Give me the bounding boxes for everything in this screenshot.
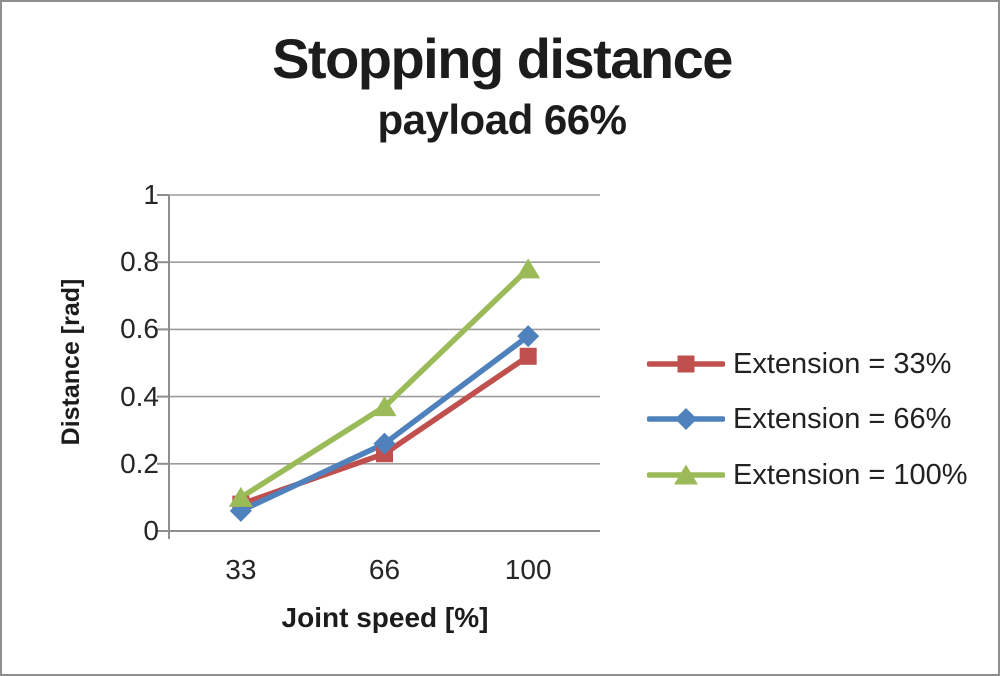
legend-item-extension-33: Extension = 33%	[647, 346, 951, 382]
y-axis-title: Distance [rad]	[57, 278, 85, 446]
data-point-series-2	[372, 396, 397, 417]
legend-marker	[675, 408, 697, 430]
legend-item-extension-100: Extension = 100%	[647, 457, 968, 493]
y-tick-label: 0.8	[120, 246, 159, 278]
data-point-series-1	[517, 325, 540, 348]
legend-label: Extension = 33%	[733, 347, 952, 380]
data-point-series-1	[373, 432, 396, 455]
y-tick-label: 0.4	[120, 380, 159, 412]
legend-label: Extension = 66%	[733, 402, 952, 435]
data-point-series-0	[519, 347, 537, 365]
x-axis-title: Joint speed [%]	[281, 602, 489, 633]
x-tick-label: 100	[504, 554, 552, 585]
data-point-series-2	[228, 486, 253, 507]
series-line-0	[238, 353, 531, 507]
series-line-1	[238, 333, 531, 514]
legend-marker-triangle-icon	[647, 464, 725, 485]
y-tick-label: 0.2	[120, 447, 159, 479]
chart-title: Stopping distance	[272, 27, 733, 90]
legend-label: Extension = 100%	[733, 458, 968, 491]
legend-marker	[677, 355, 695, 373]
y-tick-label: 1	[143, 179, 159, 210]
data-point-series-2	[516, 258, 541, 279]
x-tick-label: 66	[368, 554, 401, 585]
legend-marker	[674, 464, 698, 485]
legend-item-extension-66: Extension = 66%	[647, 401, 951, 437]
legend-marker-diamond-icon	[647, 408, 725, 430]
y-tick-label: 0	[143, 515, 159, 546]
x-tick-label: 33	[225, 554, 257, 585]
legend-marker-square-icon	[647, 355, 725, 373]
y-tick-label: 0.6	[120, 313, 159, 345]
chart-subtitle: payload 66%	[377, 96, 627, 143]
